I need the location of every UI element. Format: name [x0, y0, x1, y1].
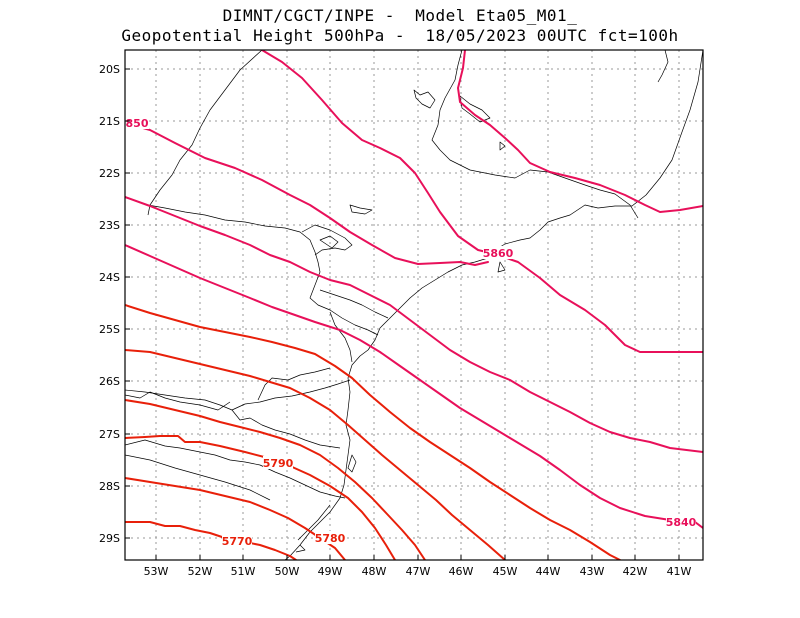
contour-label-5770: 5770	[222, 535, 253, 548]
lat-label-26s: 26S	[99, 375, 120, 388]
lon-label-47w: 47W	[406, 565, 431, 578]
lon-label-41w: 41W	[667, 565, 692, 578]
height-contours	[125, 50, 703, 560]
lon-label-46w: 46W	[449, 565, 474, 578]
lon-label-45w: 45W	[493, 565, 518, 578]
lon-label-51w: 51W	[231, 565, 256, 578]
contour-5820	[125, 349, 506, 560]
lat-label-25s: 25S	[99, 323, 120, 336]
contour-label-850: 850	[126, 117, 149, 130]
lat-label-24s: 24S	[99, 271, 120, 284]
chart-title-line-2: Geopotential Height 500hPa - 18/05/2023 …	[121, 26, 679, 45]
contour-label-5840: 5840	[666, 516, 697, 529]
contour-5790	[125, 435, 396, 560]
contour-5800	[125, 399, 426, 560]
lon-label-50w: 50W	[275, 565, 300, 578]
plot-frame	[124, 49, 704, 561]
lat-label-21s: 21S	[99, 115, 120, 128]
lon-label-44w: 44W	[536, 565, 561, 578]
lon-label-52w: 52W	[188, 565, 213, 578]
tick-marks	[125, 68, 680, 560]
contour-labels: 850 5860 5840 5790 5780 5770	[125, 116, 697, 548]
lat-label-20s: 20S	[99, 63, 120, 76]
contour-5860	[261, 50, 703, 353]
lon-label-53w: 53W	[144, 565, 169, 578]
contour-label-5790: 5790	[263, 457, 294, 470]
lat-label-28s: 28S	[99, 480, 120, 493]
contour-5850-north	[457, 50, 703, 213]
longitude-labels: 53W 52W 51W 50W 49W 48W 47W 46W 45W 44W …	[144, 565, 692, 578]
lon-label-42w: 42W	[623, 565, 648, 578]
lon-label-49w: 49W	[318, 565, 343, 578]
lat-label-29s: 29S	[99, 532, 120, 545]
lat-label-22s: 22S	[99, 167, 120, 180]
grid-lines	[125, 50, 703, 560]
contour-label-5780: 5780	[315, 532, 346, 545]
contour-5840	[125, 244, 703, 529]
contour-5830	[125, 304, 621, 560]
contour-ss1	[125, 196, 703, 453]
lat-label-23s: 23S	[99, 219, 120, 232]
lon-label-43w: 43W	[580, 565, 605, 578]
latitude-labels: 20S 21S 22S 23S 24S 25S 26S 27S 28S 29S	[99, 63, 120, 545]
contour-5850	[125, 122, 489, 266]
lon-label-48w: 48W	[362, 565, 387, 578]
chart-title-line-1: DIMNT/CGCT/INPE - Model Eta05_M01_	[222, 6, 578, 25]
lat-label-27s: 27S	[99, 428, 120, 441]
contour-label-5860: 5860	[483, 247, 514, 260]
contour-5770	[125, 521, 297, 560]
coastline-and-borders	[125, 50, 703, 560]
